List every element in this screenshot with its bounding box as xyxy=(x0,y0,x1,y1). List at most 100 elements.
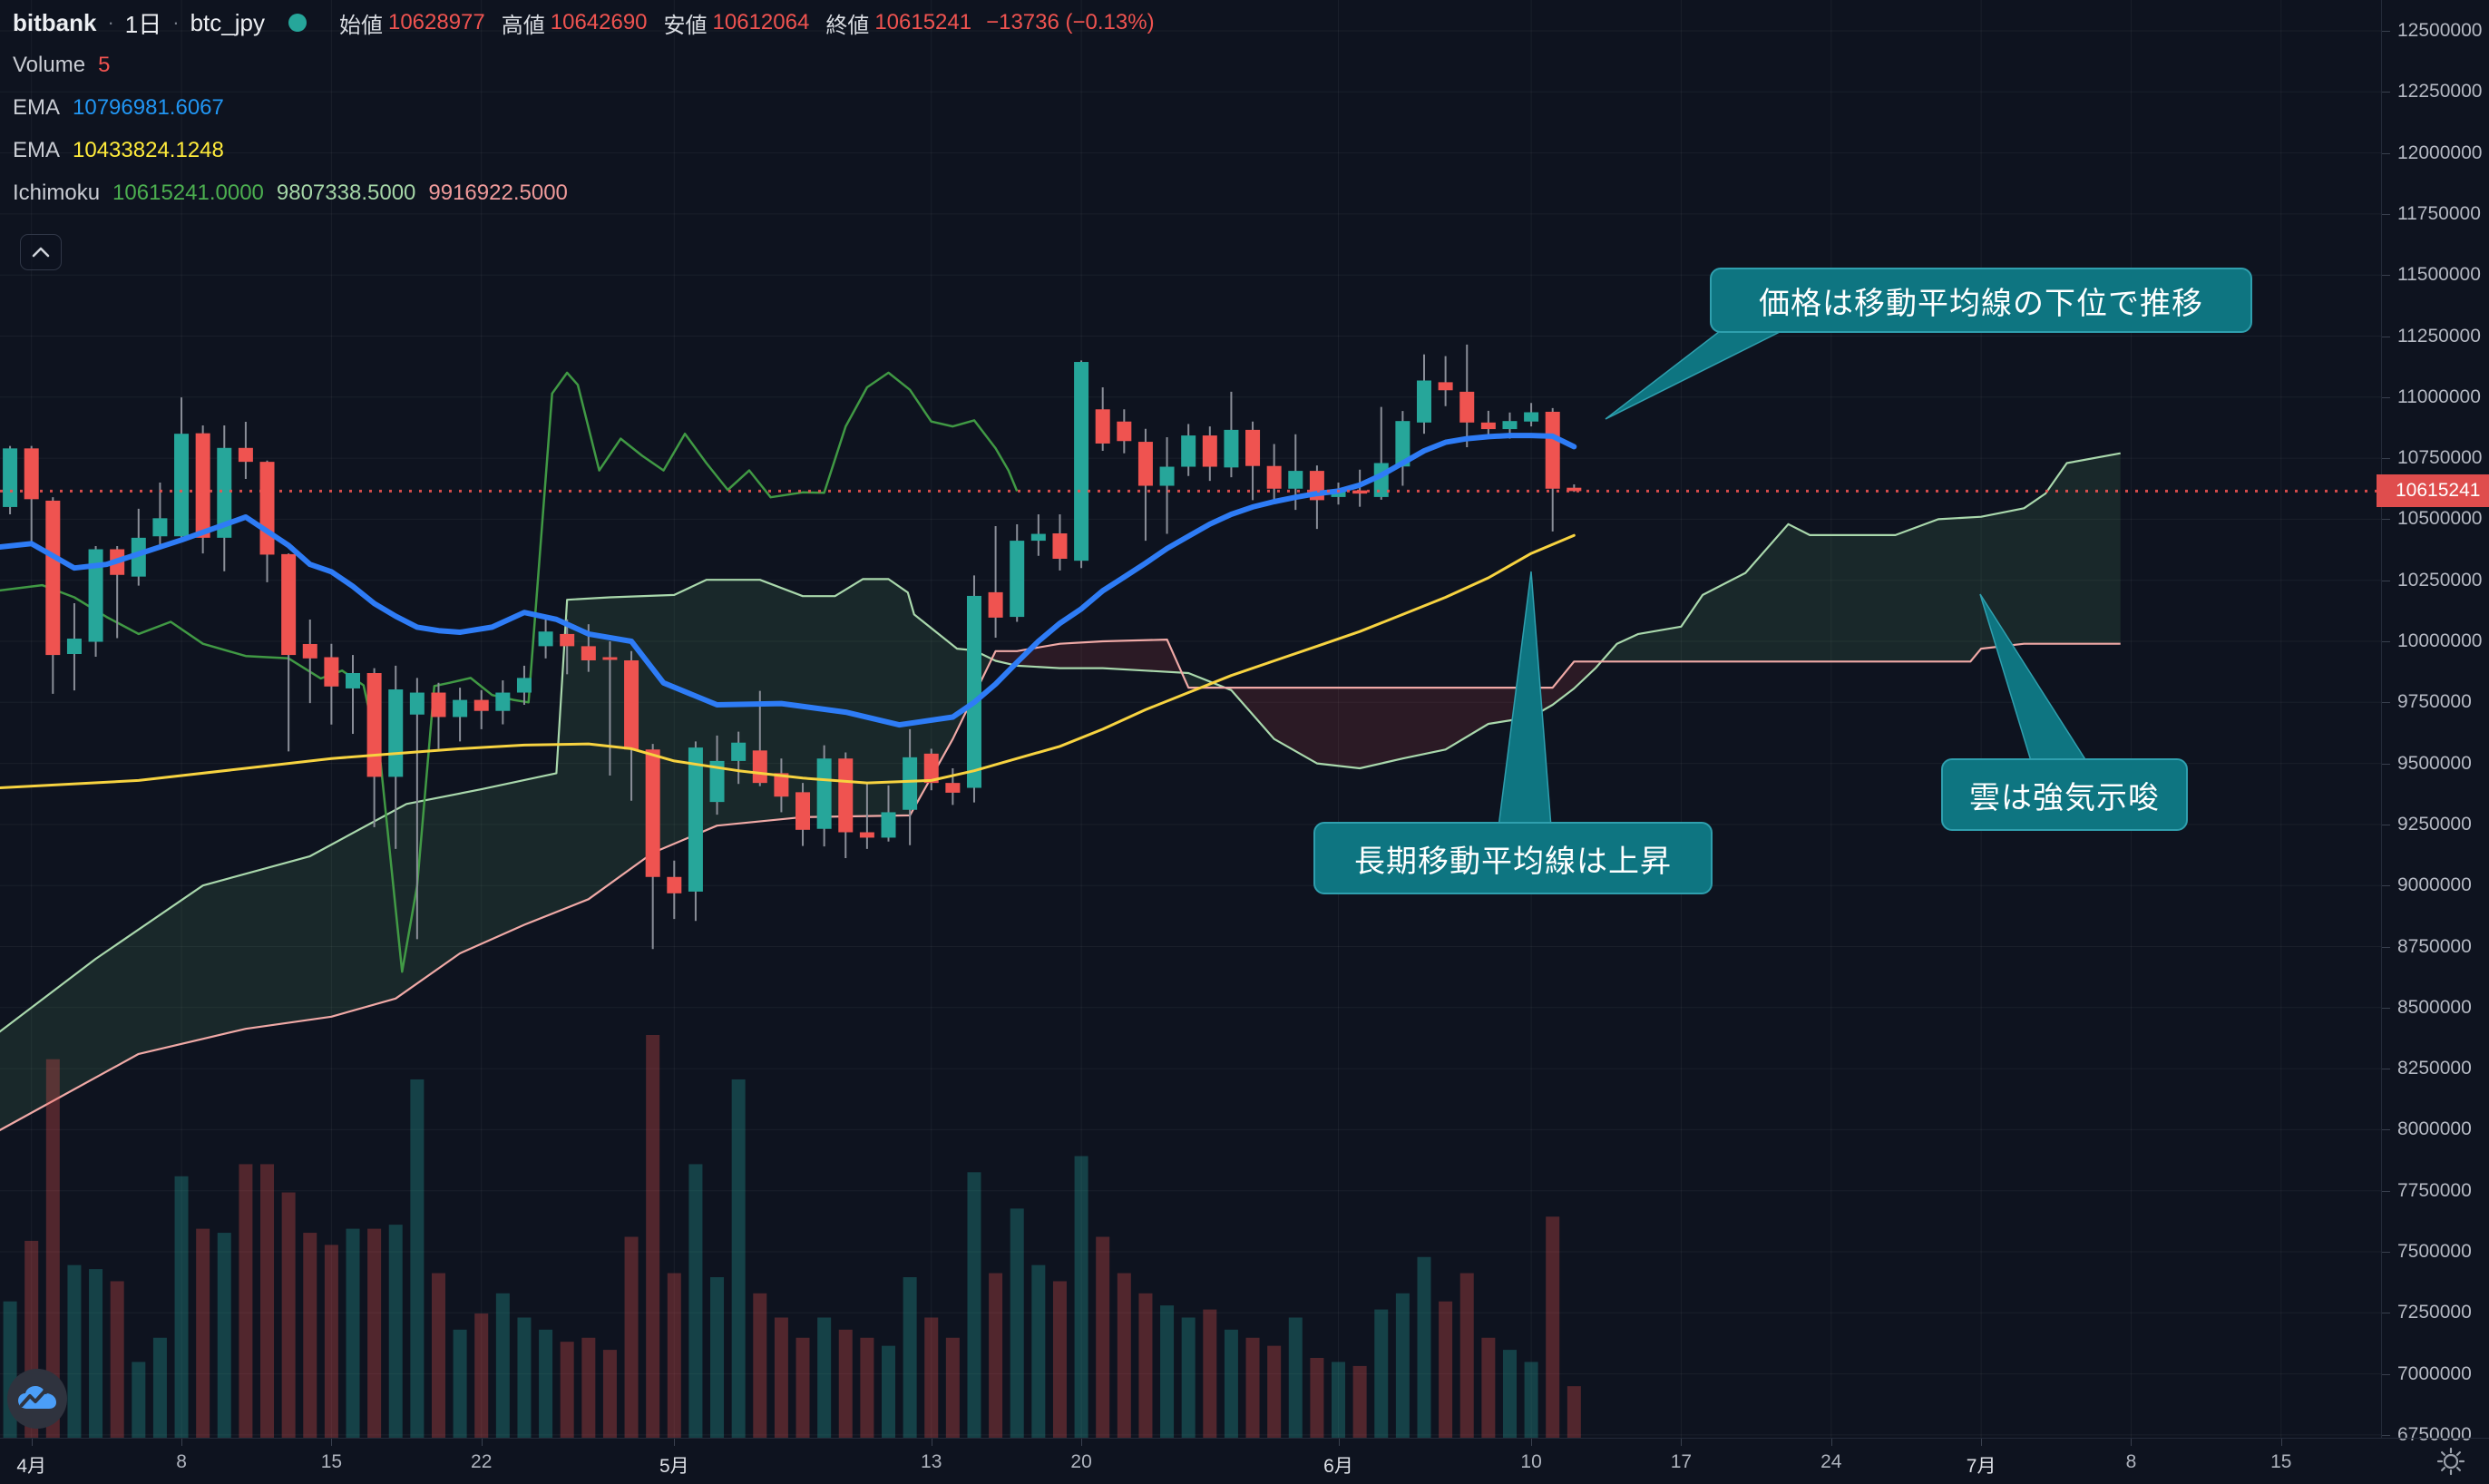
price-axis-label: 12500000 xyxy=(2397,20,2483,41)
price-tick xyxy=(2382,763,2390,765)
price-axis-label: 6750000 xyxy=(2397,1423,2472,1445)
price-tick xyxy=(2382,31,2390,32)
gear-icon xyxy=(2436,1447,2465,1476)
open-value: 10628977 xyxy=(387,10,485,34)
time-axis-label: 6月 xyxy=(1323,1456,1353,1477)
time-tick xyxy=(181,1439,183,1446)
annotation-callout-2[interactable]: 長期移動平均線は上昇 xyxy=(1313,822,1713,894)
time-tick xyxy=(1681,1439,1683,1446)
price-axis-label: 11000000 xyxy=(2397,386,2481,407)
price-tick xyxy=(2382,885,2390,887)
price-tick xyxy=(2382,702,2390,704)
price-axis-label: 11750000 xyxy=(2397,202,2481,224)
last-price-label: 10615241 xyxy=(2377,474,2489,508)
time-tick xyxy=(31,1439,33,1446)
price-tick xyxy=(2382,1434,2390,1436)
time-axis-label: 22 xyxy=(471,1451,493,1472)
price-axis-label: 10250000 xyxy=(2397,569,2483,591)
time-tick xyxy=(481,1439,483,1446)
price-axis-label: 7500000 xyxy=(2397,1241,2472,1262)
indicator-row-volume[interactable]: Volume 5 xyxy=(13,50,1155,81)
time-axis-label: 8 xyxy=(2125,1451,2137,1472)
price-axis-label: 9000000 xyxy=(2397,874,2472,896)
close-value: 10615241 xyxy=(874,10,972,34)
time-axis-label: 10 xyxy=(1520,1451,1542,1472)
legend: bitbank · 1日 · btc_jpy 始値 10628977 高値 1064… xyxy=(13,7,1155,220)
high-value: 10642690 xyxy=(550,10,648,34)
price-axis-label: 9250000 xyxy=(2397,813,2472,835)
price-tick xyxy=(2382,946,2390,948)
low-value: 10612064 xyxy=(712,10,810,34)
time-tick xyxy=(1981,1439,1983,1446)
price-axis[interactable]: 12500000 12250000 12000000 11750000 11500000… xyxy=(2381,0,2489,1445)
volume-label: Volume xyxy=(13,53,86,77)
ema-fast-value: 10796981.6067 xyxy=(73,95,224,120)
price-axis-label: 8500000 xyxy=(2397,996,2472,1018)
ohlc-values: 始値 10628977 高値 10642690 安値 10612064 終値 10615… xyxy=(328,7,1155,39)
time-axis-label: 15 xyxy=(320,1451,343,1472)
price-tick xyxy=(2382,1252,2390,1253)
price-tick xyxy=(2382,1190,2390,1192)
time-tick xyxy=(1081,1439,1083,1446)
time-tick xyxy=(2280,1439,2282,1446)
price-axis-label: 7000000 xyxy=(2397,1362,2472,1384)
time-axis-label: 20 xyxy=(1070,1451,1092,1472)
collapse-indicators-button[interactable] xyxy=(20,234,62,270)
time-axis[interactable]: 4月 8 15 22 5月 13 20 6月 10 17 24 7月 8 15 xyxy=(0,1438,2489,1484)
ichimoku-senkou-a-value: 9807338.5000 xyxy=(276,181,416,205)
exchange-name: bitbank xyxy=(13,8,97,36)
ichimoku-lagging-value: 10615241.0000 xyxy=(112,181,264,205)
cloud-chart-logo-button[interactable] xyxy=(7,1369,67,1429)
time-axis-label: 5月 xyxy=(659,1456,689,1477)
volume-value: 5 xyxy=(98,53,111,77)
ema-slow-label: EMA xyxy=(13,138,61,162)
price-axis-label: 8250000 xyxy=(2397,1058,2472,1079)
time-axis-label: 17 xyxy=(1670,1451,1693,1472)
axis-settings-button[interactable] xyxy=(2430,1440,2472,1482)
ema-fast-label: EMA xyxy=(13,95,61,120)
price-axis-label: 11500000 xyxy=(2397,264,2481,286)
time-axis-label: 15 xyxy=(2270,1451,2292,1472)
chevron-up-icon xyxy=(32,247,50,258)
time-axis-label: 13 xyxy=(921,1451,942,1472)
price-tick xyxy=(2382,458,2390,460)
price-tick xyxy=(2382,152,2390,154)
price-axis-label: 9750000 xyxy=(2397,691,2472,713)
time-axis-label: 4月 xyxy=(16,1456,47,1477)
price-axis-label: 11250000 xyxy=(2397,325,2481,347)
annotation-callout-3[interactable]: 雲は強気示唆 xyxy=(1941,758,2188,831)
annotation-callout-1[interactable]: 価格は移動平均線の下位で推移 xyxy=(1710,268,2252,333)
ema-slow-value: 10433824.1248 xyxy=(73,138,224,162)
time-axis-label: 8 xyxy=(176,1451,187,1472)
price-tick xyxy=(2382,641,2390,642)
symbol-name[interactable]: btc_jpy xyxy=(190,8,265,36)
price-axis-label: 8000000 xyxy=(2397,1118,2472,1140)
ichimoku-senkou-b-value: 9916922.5000 xyxy=(428,181,568,205)
indicator-row-ichimoku[interactable]: Ichimoku 10615241.0000 9807338.5000 9916… xyxy=(13,178,1155,209)
time-tick xyxy=(1338,1439,1340,1446)
separator: · xyxy=(172,11,180,34)
price-axis-label: 9500000 xyxy=(2397,752,2472,774)
time-tick xyxy=(1531,1439,1533,1446)
time-tick xyxy=(674,1439,676,1446)
indicator-row-ema-fast[interactable]: EMA 10796981.6067 xyxy=(13,93,1155,123)
market-status-dot[interactable] xyxy=(288,14,307,32)
price-tick xyxy=(2382,1129,2390,1131)
price-axis-label: 10500000 xyxy=(2397,508,2483,530)
time-tick xyxy=(331,1439,333,1446)
price-axis-label: 10750000 xyxy=(2397,447,2483,469)
price-tick xyxy=(2382,213,2390,215)
price-tick xyxy=(2382,275,2390,277)
ichimoku-label: Ichimoku xyxy=(13,181,101,205)
change-value: −13736 (−0.13%) xyxy=(986,10,1155,34)
price-axis-label: 10000000 xyxy=(2397,630,2483,651)
indicator-row-ema-slow[interactable]: EMA 10433824.1248 xyxy=(13,135,1155,166)
time-tick xyxy=(2131,1439,2133,1446)
price-axis-label: 7750000 xyxy=(2397,1179,2472,1201)
price-tick xyxy=(2382,1373,2390,1375)
symbol-title-row[interactable]: bitbank · 1日 · btc_jpy 始値 10628977 高値 1064… xyxy=(13,7,1155,38)
cloud-logo-icon xyxy=(18,1386,56,1409)
interval[interactable]: 1日 xyxy=(124,10,162,38)
close-label: 終値 xyxy=(825,13,870,38)
